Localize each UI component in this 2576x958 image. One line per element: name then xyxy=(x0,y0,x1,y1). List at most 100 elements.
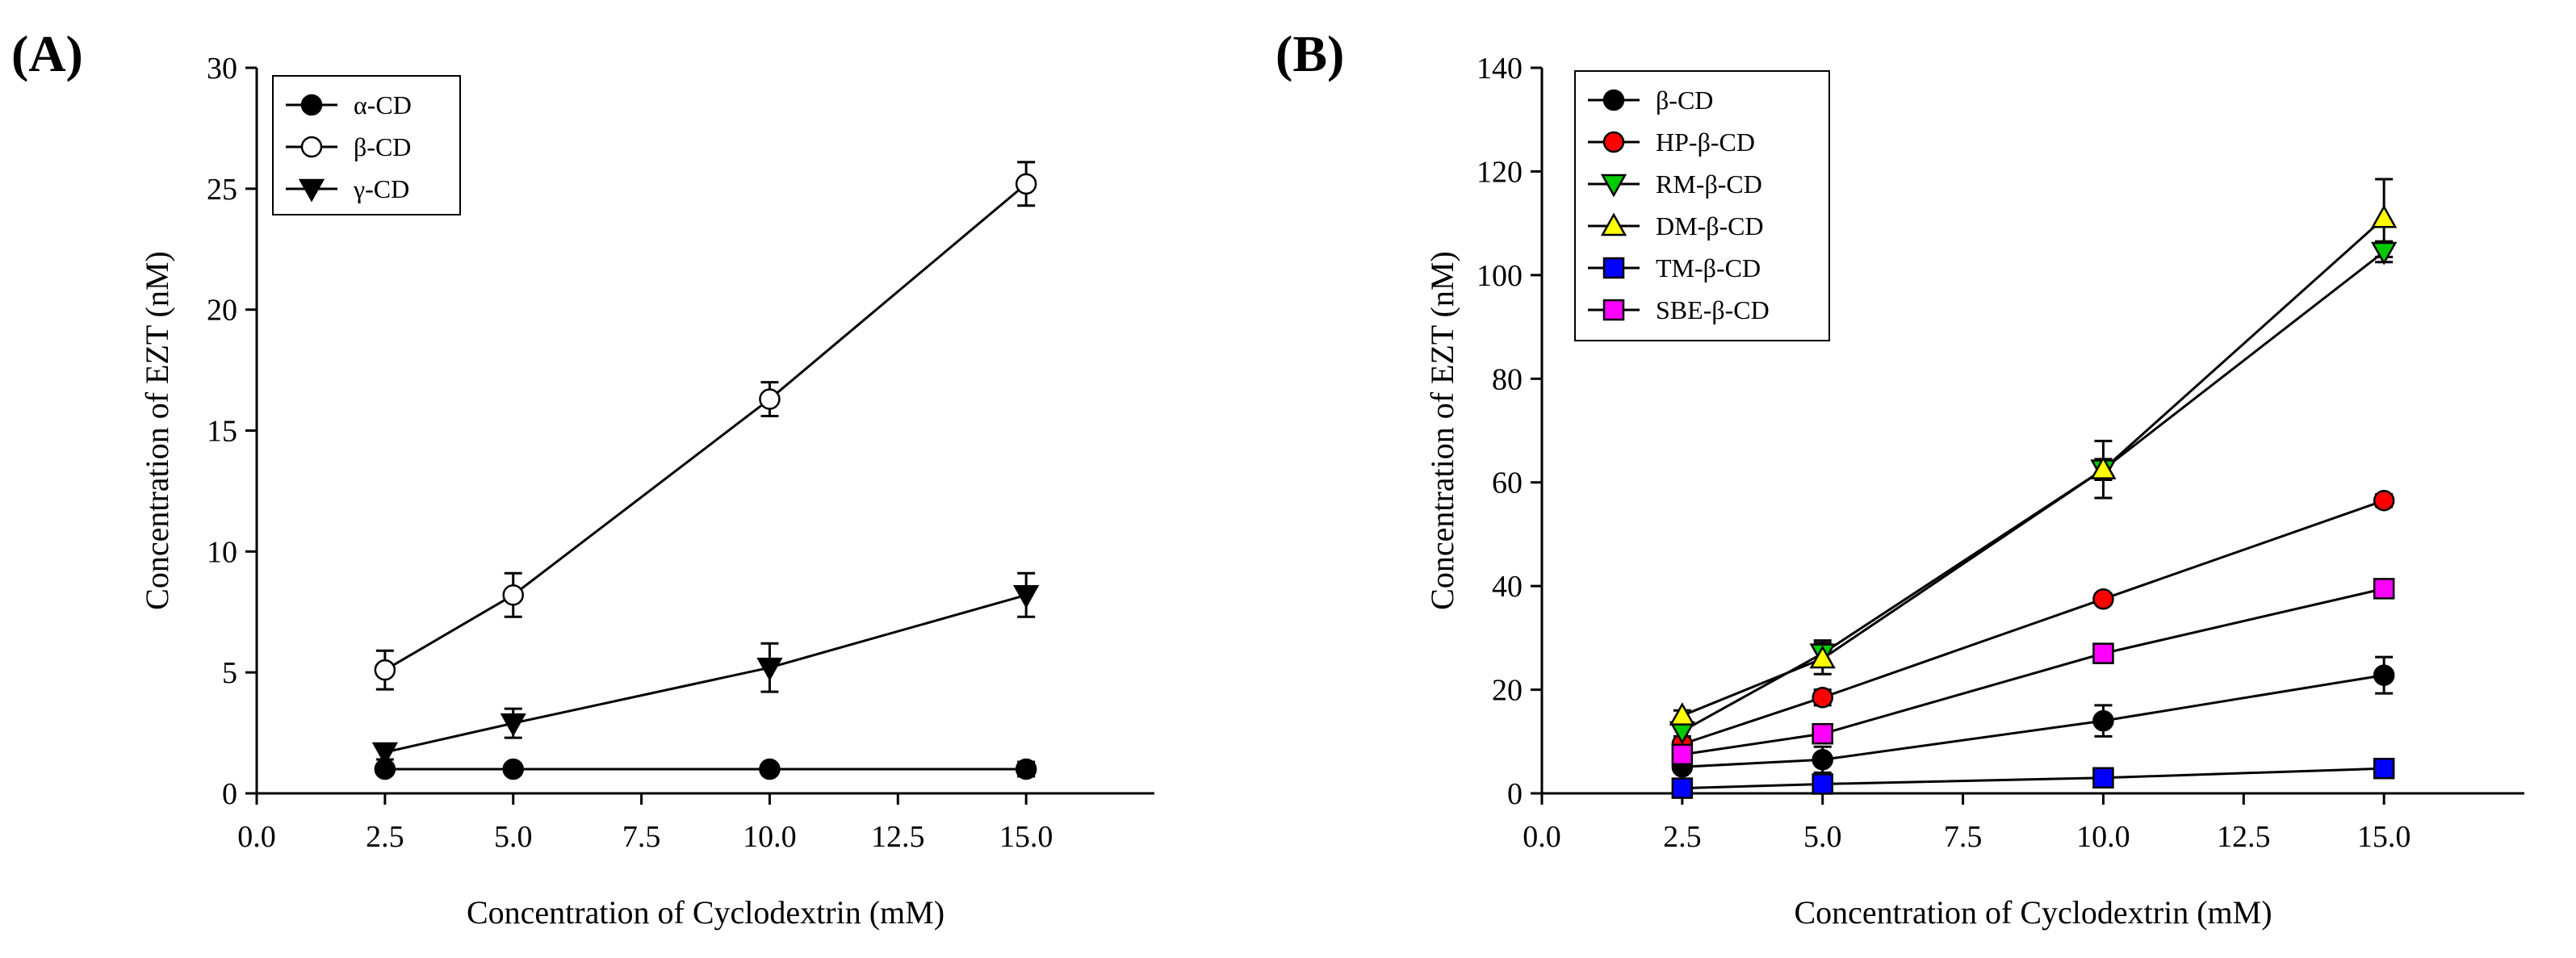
y-tick-label: 20 xyxy=(207,294,237,328)
data-point xyxy=(2373,489,2395,512)
legend: α-CD β-CD γ-CD xyxy=(272,75,461,215)
legend-label: RM-β-CD xyxy=(1656,169,1762,199)
legend-label: β-CD xyxy=(1656,86,1713,115)
legend-item: DM-β-CD xyxy=(1588,211,1764,241)
series-line xyxy=(1682,217,2385,717)
data-point xyxy=(2092,767,2114,789)
y-tick-label: 140 xyxy=(1476,52,1523,86)
series-line xyxy=(1682,250,2385,733)
legend-item: α-CD xyxy=(286,90,412,119)
y-tick-label: 20 xyxy=(1492,674,1523,708)
legend-item: SBE-β-CD xyxy=(1588,295,1770,324)
legend-box xyxy=(1574,70,1830,341)
data-point xyxy=(1812,686,1833,709)
x-tick-label: 5.0 xyxy=(1803,820,1842,854)
legend-item: β-CD xyxy=(286,132,411,161)
legend-item: HP-β-CD xyxy=(1588,128,1755,157)
data-point xyxy=(756,657,783,681)
legend-marker xyxy=(300,94,323,116)
legend-label: TM-β-CD xyxy=(1656,253,1761,282)
legend-marker xyxy=(1602,89,1625,111)
x-tick-label: 10.0 xyxy=(2076,820,2130,854)
y-tick-label: 30 xyxy=(207,52,237,86)
data-point xyxy=(759,758,781,780)
data-point xyxy=(2092,588,2114,610)
x-tick-label: 10.0 xyxy=(743,820,797,854)
chart-panel-a: (A) 0 5 10 15 20 25 30 0.0 2.5 5.0 7.5 10.0 12.5 15.0 C… xyxy=(11,25,1154,931)
x-tick-label: 2.5 xyxy=(366,820,404,854)
series-line xyxy=(1682,674,2385,768)
series-line xyxy=(1682,587,2385,756)
legend-marker xyxy=(1600,212,1627,236)
x-tick-label: 2.5 xyxy=(1663,820,1702,854)
y-tick-label: 10 xyxy=(207,535,237,569)
legend-item: RM-β-CD xyxy=(1588,169,1762,199)
data-point xyxy=(374,659,396,681)
data-point xyxy=(1671,743,1694,766)
x-tick-label: 0.0 xyxy=(237,820,276,854)
y-axis-title: Concentration of EZT (nM) xyxy=(139,251,175,610)
x-tick-label: 12.5 xyxy=(2217,820,2271,854)
x-tick-label: 5.0 xyxy=(494,820,533,854)
legend-marker xyxy=(1602,131,1625,153)
legend-marker xyxy=(298,178,325,203)
data-point xyxy=(1812,749,1833,771)
legend-label: HP-β-CD xyxy=(1656,128,1755,157)
legend-item: β-CD xyxy=(1588,86,1713,115)
legend-item: TM-β-CD xyxy=(1588,253,1761,282)
data-point xyxy=(2090,456,2117,479)
data-point xyxy=(1809,645,1836,669)
series-line xyxy=(384,182,1028,671)
data-point xyxy=(2373,578,2395,600)
series-line xyxy=(1682,499,2385,746)
legend-label: γ-CD xyxy=(353,174,409,203)
panel-label: (B) xyxy=(1275,25,1344,82)
y-tick-label: 100 xyxy=(1476,259,1523,293)
y-tick-label: 60 xyxy=(1492,466,1523,500)
x-tick-label: 7.5 xyxy=(1944,820,1983,854)
x-tick-label: 0.0 xyxy=(1523,820,1561,854)
data-point xyxy=(1671,777,1694,799)
legend-label: DM-β-CD xyxy=(1656,211,1764,241)
x-tick-label: 15.0 xyxy=(2357,820,2411,854)
y-tick-label: 80 xyxy=(1492,362,1523,396)
data-point xyxy=(1812,722,1833,745)
legend-marker xyxy=(300,136,323,158)
y-tick-label: 25 xyxy=(207,173,237,207)
legend-label: α-CD xyxy=(354,90,412,119)
data-point xyxy=(1015,173,1037,195)
legend: β-CD HP-β-CD RM-β-CD DM-β-CD TM-β-CD SBE-β-CD xyxy=(1574,70,1830,341)
data-point xyxy=(2371,241,2398,266)
x-tick-label: 7.5 xyxy=(622,820,661,854)
data-point xyxy=(502,584,524,606)
data-point xyxy=(2092,709,2114,732)
legend-marker xyxy=(1600,174,1627,198)
series-line xyxy=(1682,767,2385,790)
data-point xyxy=(1812,773,1833,795)
legend-item: γ-CD xyxy=(286,174,409,203)
y-axis-title: Concentration of EZT (nM) xyxy=(1424,251,1460,610)
data-point xyxy=(1015,758,1037,780)
series-line xyxy=(384,593,1027,754)
data-point xyxy=(502,758,524,780)
y-tick-label: 120 xyxy=(1476,155,1523,189)
data-point xyxy=(2373,664,2395,686)
legend-label: β-CD xyxy=(354,132,411,161)
y-tick-label: 0 xyxy=(1507,777,1523,811)
x-tick-label: 15.0 xyxy=(999,820,1053,854)
y-tick-label: 40 xyxy=(1492,570,1523,604)
chart-panel-b: (B) 0 20 40 60 80 100 120 140 0.0 2.5 5.0 7.5 10.0 12.… xyxy=(1275,25,2524,931)
data-point xyxy=(371,742,398,766)
x-tick-label: 12.5 xyxy=(871,820,925,854)
x-axis-title: Concentration of Cyclodextrin (mM) xyxy=(1794,894,2272,931)
data-point xyxy=(500,713,526,737)
y-tick-label: 5 xyxy=(222,656,237,690)
legend-marker xyxy=(1602,299,1625,321)
y-tick-label: 15 xyxy=(207,415,237,449)
data-point xyxy=(1013,585,1040,609)
legend-label: SBE-β-CD xyxy=(1656,295,1770,324)
data-point xyxy=(759,388,781,410)
y-tick-label: 0 xyxy=(222,777,237,811)
panel-label: (A) xyxy=(11,25,83,82)
